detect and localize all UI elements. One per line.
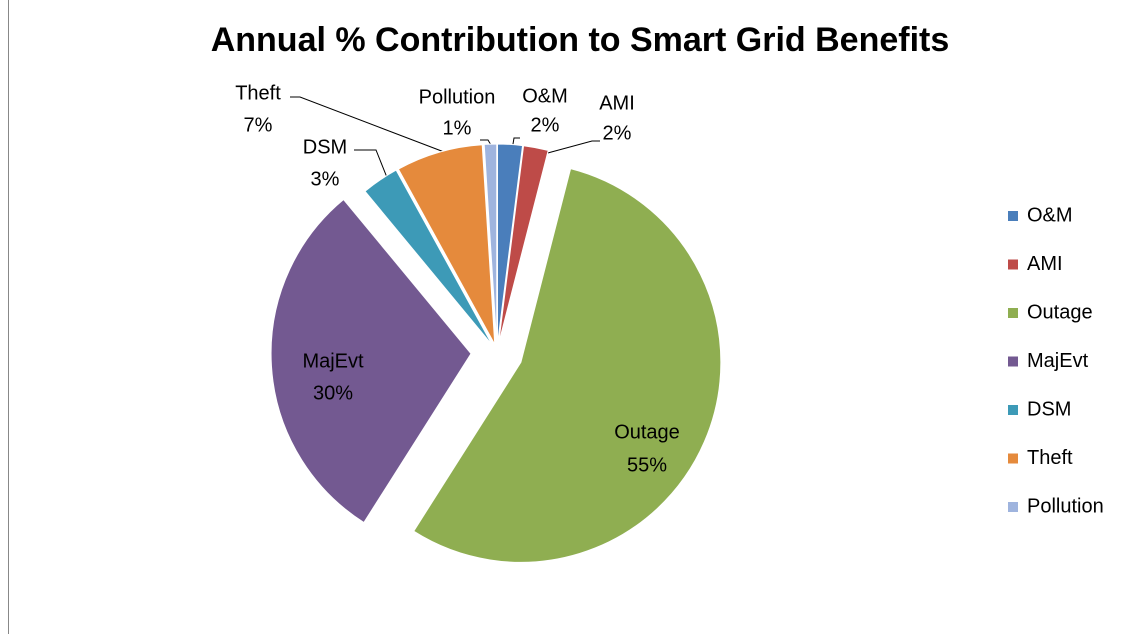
pie-slice xyxy=(483,143,498,345)
data-label-value: 2% xyxy=(603,122,632,144)
chart-title: Annual % Contribution to Smart Grid Bene… xyxy=(211,21,950,59)
data-label-name: Outage xyxy=(614,421,680,443)
data-label-name: AMI xyxy=(599,92,635,114)
legend-swatch xyxy=(1008,405,1018,415)
pie-slice xyxy=(270,198,472,524)
legend-label: Pollution xyxy=(1027,495,1104,517)
leader-line xyxy=(290,96,453,156)
data-label-value: 3% xyxy=(311,168,340,190)
leader-line xyxy=(543,140,600,155)
pie-slice xyxy=(497,143,524,345)
pie-slice xyxy=(498,145,549,345)
legend-swatch xyxy=(1008,211,1018,221)
legend-swatch xyxy=(1008,502,1018,512)
legend-label: Theft xyxy=(1027,447,1073,469)
data-label-value: 2% xyxy=(531,114,560,136)
pie-slice xyxy=(397,144,496,345)
data-label-name: Pollution xyxy=(419,86,496,108)
legend-swatch xyxy=(1008,308,1018,318)
data-label-value: 7% xyxy=(244,114,273,136)
legend-label: MajEvt xyxy=(1027,350,1089,372)
data-label-name: MajEvt xyxy=(302,350,364,372)
data-label-name: O&M xyxy=(522,85,568,107)
pie-slice xyxy=(364,169,493,346)
pie-slice xyxy=(413,167,722,563)
legend-label: O&M xyxy=(1027,204,1073,226)
leader-line xyxy=(354,149,389,181)
legend-swatch xyxy=(1008,356,1018,367)
legend-label: AMI xyxy=(1027,253,1063,275)
data-label-value: 55% xyxy=(627,454,667,476)
data-label-name: DSM xyxy=(303,136,347,158)
data-label-value: 1% xyxy=(443,117,472,139)
data-label-name: Theft xyxy=(235,82,281,104)
data-label-value: 30% xyxy=(313,382,353,404)
legend-swatch xyxy=(1008,259,1018,270)
legend-label: DSM xyxy=(1027,398,1071,420)
legend-swatch xyxy=(1008,453,1018,464)
legend-label: Outage xyxy=(1027,301,1093,323)
